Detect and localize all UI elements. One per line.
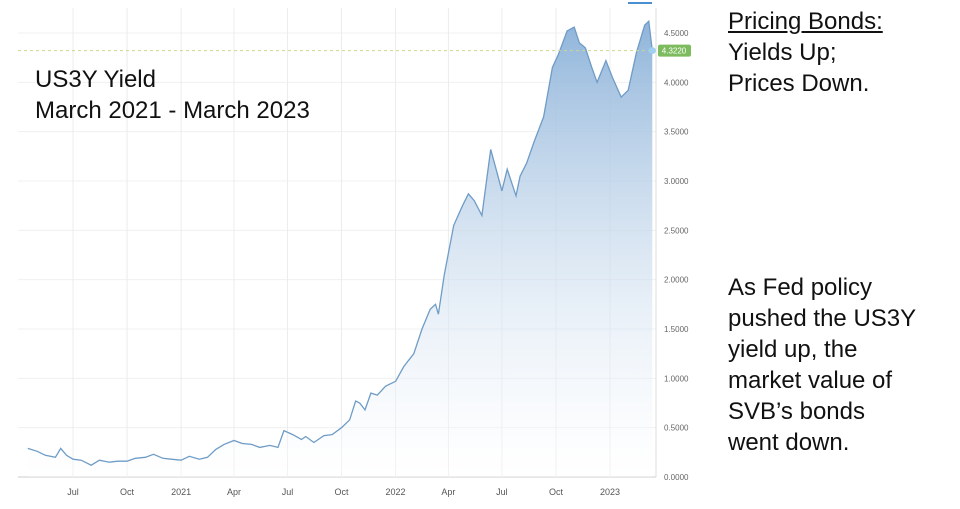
note-line: went down. [728,429,850,456]
y-tick-label: 1.0000 [664,374,689,383]
yield-chart: 0.0000 0.5000 1.0000 1.5000 2.0000 2.5000 3.00… [18,2,691,497]
y-tick-label: 4.0000 [664,78,689,87]
y-tick-label: 0.5000 [664,424,689,433]
y-tick-label: 1.5000 [664,325,689,334]
y-tick-label: 3.5000 [664,128,689,137]
x-tick-label: 2023 [600,487,620,497]
current-value-badge [658,44,691,57]
note-line: Prices Down. [728,70,870,97]
x-tick-label: Apr [441,487,455,497]
yield-area [27,21,653,477]
x-tick-label: 2022 [386,487,406,497]
note-line: market value of [728,367,893,394]
current-value-label: 4.3220 [662,47,687,56]
note-line: pushed the US3Y [728,305,917,332]
note-line: As Fed policy [728,274,873,301]
note-line: SVB’s bonds [728,398,865,425]
current-value-marker [648,47,656,55]
note-line: yield up, the [728,336,858,363]
x-tick-label: Apr [227,487,241,497]
x-tick-label: Oct [120,487,135,497]
note-heading: Pricing Bonds: [728,8,883,35]
note-line: Yields Up; [728,39,837,66]
pricing-bonds-note: Pricing Bonds: Yields Up; Prices Down. [728,6,883,99]
x-tick-label: 2021 [171,487,191,497]
y-tick-label: 3.0000 [664,177,689,186]
y-tick-label: 4.5000 [664,29,689,38]
title-line: March 2021 - March 2023 [35,97,310,124]
range-indicator [628,2,652,4]
y-tick-label: 2.0000 [664,276,689,285]
x-tick-label: Jul [67,487,79,497]
y-tick-label: 0.0000 [664,473,689,482]
y-tick-label: 2.5000 [664,226,689,235]
fed-policy-note: As Fed policy pushed the US3Y yield up, … [728,272,916,458]
x-tick-label: Oct [334,487,349,497]
title-line: US3Y Yield [35,66,156,93]
x-tick-label: Jul [496,487,508,497]
x-tick-label: Oct [549,487,564,497]
chart-title: US3Y Yield March 2021 - March 2023 [35,64,310,126]
yield-line [27,19,653,466]
x-tick-label: Jul [282,487,294,497]
